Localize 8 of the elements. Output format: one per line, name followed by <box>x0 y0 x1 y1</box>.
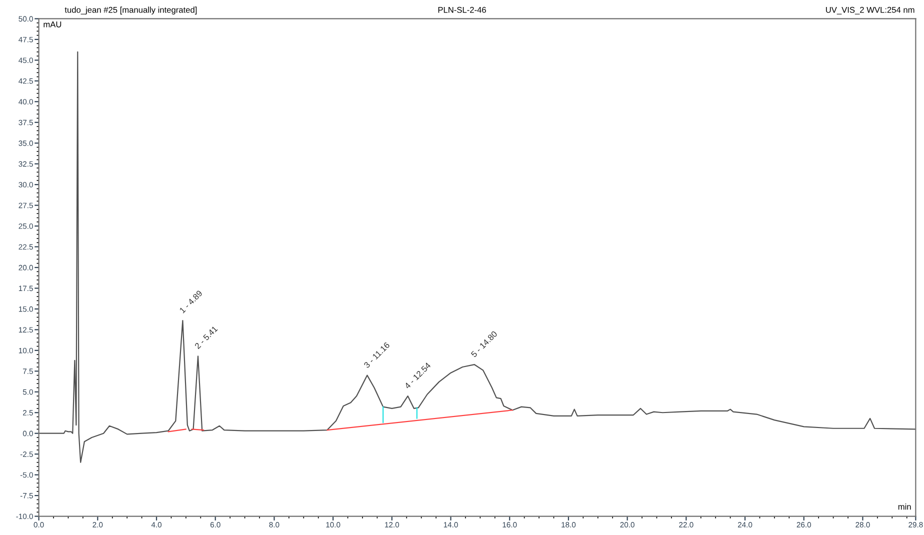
text: UV_VIS_2 WVL:254 nm <box>826 6 914 14</box>
x-axis-title: min <box>898 504 911 510</box>
annotation: 2 - 5.41 <box>194 326 218 350</box>
line-series <box>38 51 916 463</box>
annotation: 1 - 4.89 <box>179 290 203 314</box>
y-axis-title: mAU <box>44 22 62 28</box>
chart-title: tudo_jean #25 [manually integrated] <box>64 6 197 14</box>
chart-subtitle: PLN-SL-2-46 <box>438 6 486 13</box>
